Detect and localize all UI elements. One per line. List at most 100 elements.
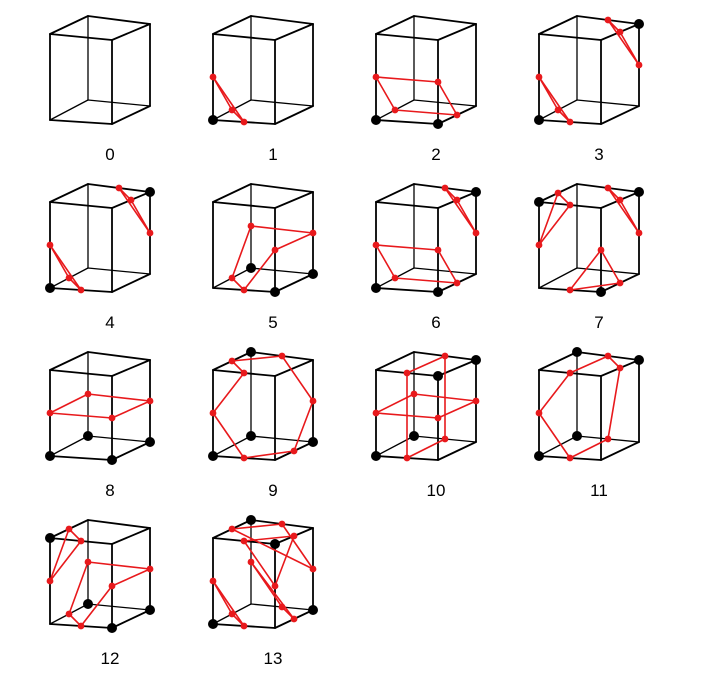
cube-drawing xyxy=(534,183,644,297)
surface-segment xyxy=(231,528,314,570)
cube-edge xyxy=(212,183,252,203)
surface-point xyxy=(146,397,154,405)
cube-edge xyxy=(87,435,151,443)
case-number-label: 4 xyxy=(105,313,115,332)
surface-point xyxy=(46,577,54,585)
surface-point xyxy=(566,286,574,294)
surface-segment xyxy=(406,355,446,374)
cube-edge xyxy=(87,267,151,275)
surface-segment xyxy=(49,244,82,291)
marked-vertex xyxy=(45,451,55,461)
cube-edge xyxy=(212,435,252,457)
surface-point xyxy=(554,189,562,197)
surface-point xyxy=(604,352,612,360)
cube-edge xyxy=(111,441,151,461)
surface-segment xyxy=(130,199,151,234)
cube-edge xyxy=(600,105,640,125)
surface-segment xyxy=(375,244,439,251)
surface-segment xyxy=(569,438,609,459)
surface-point xyxy=(309,565,317,573)
surface-point xyxy=(127,196,135,204)
cube-edge xyxy=(375,183,415,203)
surface-segment xyxy=(49,412,113,419)
cube-edge xyxy=(49,351,89,371)
cube-edge xyxy=(212,201,276,209)
cube-edge xyxy=(375,351,415,371)
case-number-label: 1 xyxy=(268,145,278,164)
surface-segment xyxy=(437,249,458,284)
surface-point xyxy=(290,532,298,540)
marked-vertex xyxy=(208,619,218,629)
surface-segment xyxy=(212,580,245,627)
surface-point xyxy=(228,610,236,618)
cube-drawing xyxy=(208,15,314,126)
surface-segment xyxy=(413,393,477,402)
marked-vertex xyxy=(433,119,443,129)
surface-segment xyxy=(274,232,314,251)
surface-segment xyxy=(212,412,245,459)
surface-segment xyxy=(231,523,283,530)
surface-segment xyxy=(619,31,640,66)
surface-segment xyxy=(406,438,446,459)
marked-vertex xyxy=(208,115,218,125)
surface-segment xyxy=(437,81,458,116)
surface-point xyxy=(84,558,92,566)
surface-segment xyxy=(538,192,559,246)
surface-segment xyxy=(375,76,439,83)
cube-edge xyxy=(413,267,477,275)
surface-point xyxy=(46,241,54,249)
surface-point xyxy=(604,184,612,192)
surface-point xyxy=(228,357,236,365)
cube-edge xyxy=(437,359,477,377)
marked-vertex xyxy=(145,187,155,197)
surface-point xyxy=(65,610,73,618)
case-number-label: 8 xyxy=(105,481,115,500)
cube-edge xyxy=(212,33,276,41)
surface-point xyxy=(453,279,461,287)
surface-point xyxy=(472,229,480,237)
cube-edge xyxy=(212,15,252,35)
surface-point xyxy=(441,435,449,443)
cube-edge xyxy=(111,609,151,629)
surface-point xyxy=(209,409,217,417)
cube-edge xyxy=(600,441,640,461)
surface-segment xyxy=(49,393,89,414)
cube-edge xyxy=(49,201,113,209)
surface-segment xyxy=(243,535,295,542)
surface-point xyxy=(616,28,624,36)
surface-segment xyxy=(231,355,283,362)
surface-point xyxy=(410,390,418,398)
surface-point xyxy=(441,352,449,360)
surface-point xyxy=(372,241,380,249)
case-number-label: 9 xyxy=(268,481,278,500)
surface-point xyxy=(108,582,116,590)
marked-vertex xyxy=(45,533,55,543)
surface-point xyxy=(372,73,380,81)
cube-edge xyxy=(49,455,113,461)
surface-point xyxy=(391,274,399,282)
surface-segment xyxy=(231,225,252,279)
surface-point xyxy=(535,409,543,417)
surface-point xyxy=(240,537,248,545)
surface-segment xyxy=(538,204,571,246)
cube-edge xyxy=(538,267,578,289)
cube-edge xyxy=(111,359,151,377)
marked-vertex xyxy=(83,431,93,441)
marked-vertex xyxy=(246,347,256,357)
cube-case-11: 11 xyxy=(519,347,679,516)
cube-edge xyxy=(375,287,439,293)
cube-drawing xyxy=(371,183,481,297)
surface-point xyxy=(635,229,643,237)
surface-point xyxy=(77,537,85,545)
marked-vertex xyxy=(246,263,256,273)
case-number-label: 10 xyxy=(426,481,446,500)
surface-segment xyxy=(243,450,295,459)
cube-edge xyxy=(538,15,578,35)
surface-point xyxy=(240,369,248,377)
marked-vertex xyxy=(308,269,318,279)
surface-segment xyxy=(375,412,439,419)
surface-point xyxy=(434,78,442,86)
surface-point xyxy=(434,246,442,254)
cube-case-1: 1 xyxy=(193,12,353,180)
